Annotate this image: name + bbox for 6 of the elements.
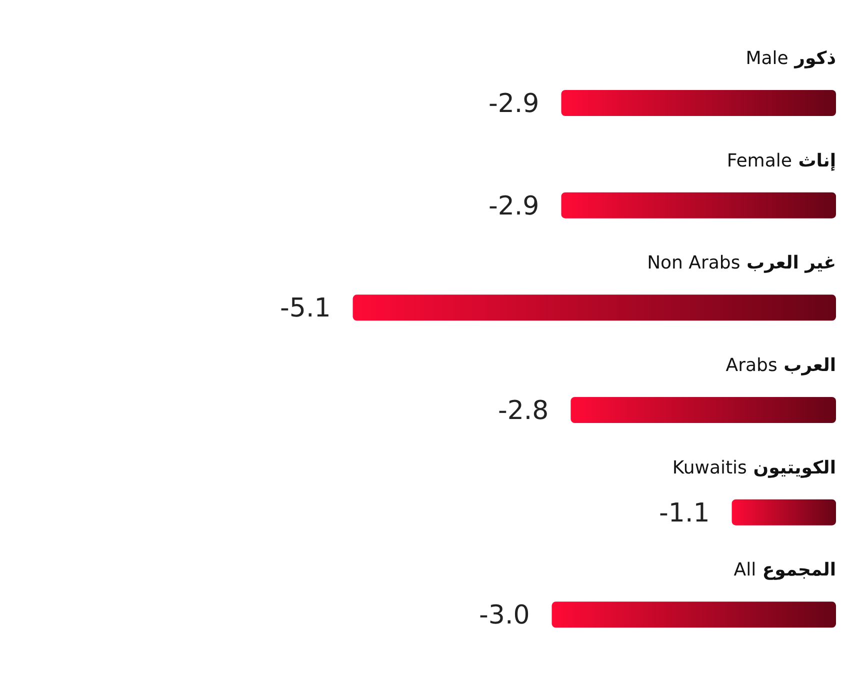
data-label: -2.9 — [488, 191, 540, 222]
data-label: -3.0 — [479, 600, 530, 631]
data-label: -5.1 — [280, 294, 331, 324]
data-label: -1.1 — [659, 498, 710, 528]
data-label: -2.9 — [488, 89, 540, 119]
data-label: -2.8 — [498, 396, 549, 426]
